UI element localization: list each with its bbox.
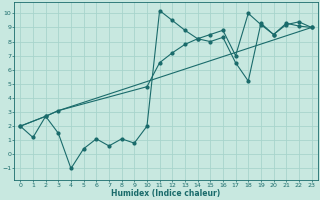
X-axis label: Humidex (Indice chaleur): Humidex (Indice chaleur): [111, 189, 220, 198]
